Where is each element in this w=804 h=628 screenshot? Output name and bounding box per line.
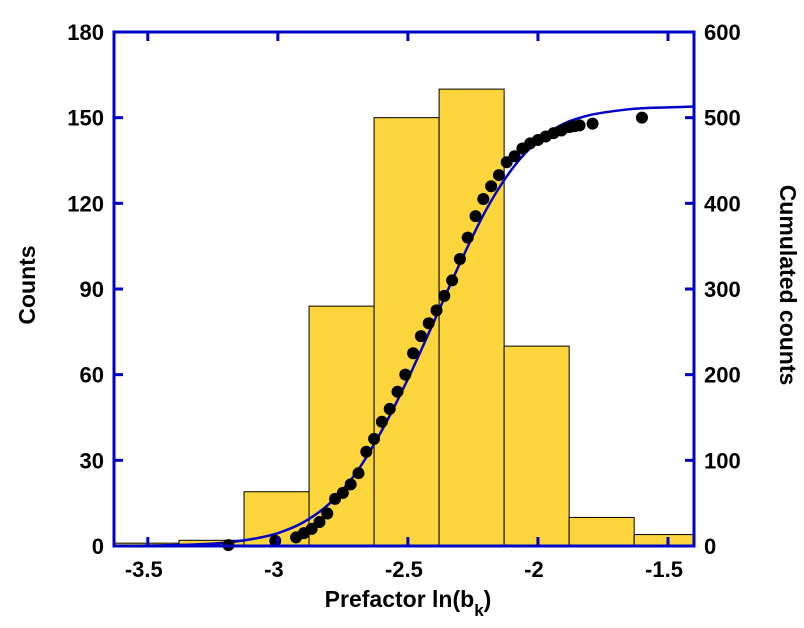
y-left-axis-title: Counts	[14, 245, 40, 324]
data-point	[313, 516, 326, 529]
data-point	[573, 119, 586, 132]
data-point	[407, 347, 420, 360]
data-point	[375, 415, 388, 428]
y-left-tick-label: 30	[80, 448, 104, 473]
data-point	[383, 402, 396, 415]
cumulative-fit-line	[121, 105, 695, 548]
histogram-bar	[568, 516, 635, 547]
data-point	[321, 507, 334, 520]
data-point	[492, 169, 505, 182]
data-point	[453, 253, 466, 266]
y-right-tick-label: 100	[704, 448, 741, 473]
x-tick-label: -3.5	[125, 557, 163, 582]
data-point	[508, 150, 521, 163]
data-point	[352, 467, 365, 480]
y-left-tick-labels: 0 30 60 90 120 150 180	[67, 20, 104, 559]
y-right-tick-label: 500	[704, 106, 741, 131]
y-right-tick-label: 400	[704, 191, 741, 216]
y-left-tick-label: 150	[67, 106, 104, 131]
x-tick-label: -2	[524, 557, 544, 582]
x-axis-title-subscript: k	[474, 601, 484, 620]
y-right-tick-label: 200	[704, 363, 741, 388]
x-axis-title-close: )	[484, 586, 492, 612]
y-left-tick-label: 90	[80, 277, 104, 302]
y-right-axis-title: Cumulated counts	[775, 185, 801, 386]
data-point	[430, 304, 443, 317]
axis-ticks	[114, 30, 694, 548]
x-tick-label: -3	[264, 557, 284, 582]
data-point	[391, 385, 404, 398]
y-left-tick-label: 180	[67, 20, 104, 45]
x-tick-label: -1.5	[645, 557, 683, 582]
x-tick-labels: -3.5 -3 -2.5 -2 -1.5	[125, 557, 683, 582]
x-axis-title-main: Prefactor ln(b	[325, 586, 475, 612]
histogram-bar	[308, 305, 375, 547]
histogram-bar	[438, 88, 505, 547]
data-point	[477, 193, 490, 206]
data-point	[422, 317, 435, 330]
data-point	[586, 117, 599, 130]
data-point	[344, 478, 357, 491]
data-point	[368, 432, 381, 445]
data-point	[635, 111, 648, 124]
data-point	[414, 330, 427, 343]
data-point	[446, 274, 459, 287]
cumulative-points	[222, 111, 648, 552]
x-tick-label: -2.5	[385, 557, 423, 582]
y-left-tick-label: 0	[92, 534, 104, 559]
y-right-tick-label: 300	[704, 277, 741, 302]
data-point	[485, 180, 498, 193]
fit-curve	[121, 105, 695, 548]
histogram-bar	[503, 345, 570, 547]
y-right-tick-labels: 0 100 200 300 400 500 600	[704, 20, 741, 559]
y-right-tick-label: 600	[704, 20, 741, 45]
data-point	[336, 486, 349, 499]
data-point	[399, 368, 412, 381]
y-left-tick-label: 60	[80, 363, 104, 388]
x-axis-title: Prefactor ln(bk)	[325, 586, 492, 620]
data-point	[438, 289, 451, 302]
data-point	[305, 522, 318, 535]
data-point	[461, 231, 474, 244]
histogram-bar	[633, 534, 695, 547]
data-point	[360, 445, 373, 458]
histogram-bars	[113, 88, 695, 547]
y-right-tick-label: 0	[704, 534, 716, 559]
data-point	[469, 210, 482, 223]
y-left-tick-label: 120	[67, 191, 104, 216]
